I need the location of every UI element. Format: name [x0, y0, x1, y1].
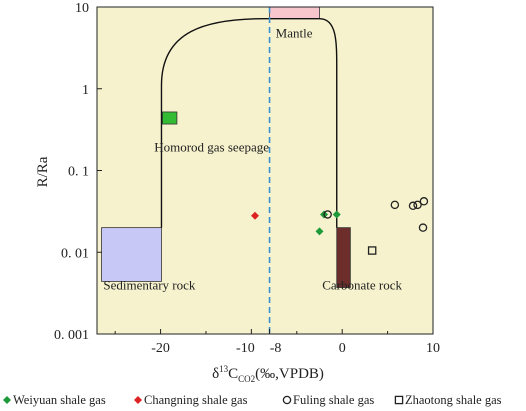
region-label-homorod: Homorod gas seepage [154, 140, 269, 155]
legend-item-zhaotong-shale-gas: Zhaotong shale gas [394, 393, 502, 407]
x-tick-label: 10 [426, 341, 440, 356]
legend-marker-changning-shale-gas [134, 396, 142, 404]
legend-marker-zhaotong-shale-gas [394, 395, 404, 405]
legend-label: Zhaotong shale gas [405, 393, 502, 407]
y-tick-label: 0. 001 [54, 328, 89, 343]
mixing-curve [160, 17, 338, 228]
data-point-fuling-shale-gas [418, 223, 428, 232]
data-point-changning-shale-gas [251, 211, 260, 220]
data-point-fuling-shale-gas [408, 201, 418, 211]
region-label-carbonate: Carbonate rock [322, 278, 402, 293]
data-point-weiyuan-shale-gas [315, 227, 324, 236]
region-carbonate [336, 227, 351, 288]
legend: Weiyuan shale gas Changning shale gas Fuli… [3, 393, 502, 407]
x-tick-label: -8 [270, 341, 282, 356]
legend-item-changning-shale-gas: Changning shale gas [134, 393, 248, 407]
region-homorod [161, 111, 178, 125]
x-tick-label: -10 [236, 341, 255, 356]
data-point-fuling-shale-gas [390, 200, 400, 210]
y-tick-label: 0. 01 [61, 246, 89, 261]
legend-item-fuling-shale-gas: Fuling shale gas [282, 393, 374, 407]
data-point-zhaotong-shale-gas [367, 246, 377, 255]
legend-marker-weiyuan-shale-gas [3, 396, 11, 404]
data-point-fuling-shale-gas [419, 197, 429, 206]
data-point-fuling-shale-gas [323, 210, 332, 219]
x-axis-label: δ13CCO2(‰,VPDB) [212, 364, 324, 384]
y-tick-label: 0. 1 [68, 165, 89, 180]
x-tick-label: -20 [151, 341, 170, 356]
data-point-weiyuan-shale-gas [332, 210, 341, 219]
region-label-sedimentary: Sedimentary rock [103, 278, 196, 293]
region-mantle [269, 6, 320, 20]
x-tick-label: 0 [339, 341, 346, 356]
region-label-mantle: Mantle [276, 26, 313, 41]
legend-label: Changning shale gas [144, 393, 248, 407]
legend-label: Fuling shale gas [293, 393, 374, 407]
y-tick-label: 1 [82, 83, 89, 98]
data-point-fuling-shale-gas [413, 200, 422, 210]
y-tick-label: 10 [75, 1, 89, 16]
legend-label: Weiyuan shale gas [13, 393, 106, 407]
legend-item-weiyuan-shale-gas: Weiyuan shale gas [3, 393, 106, 407]
y-axis-label: R/Ra [35, 156, 51, 187]
legend-marker-fuling-shale-gas [282, 395, 292, 405]
region-sedimentary [101, 227, 162, 282]
